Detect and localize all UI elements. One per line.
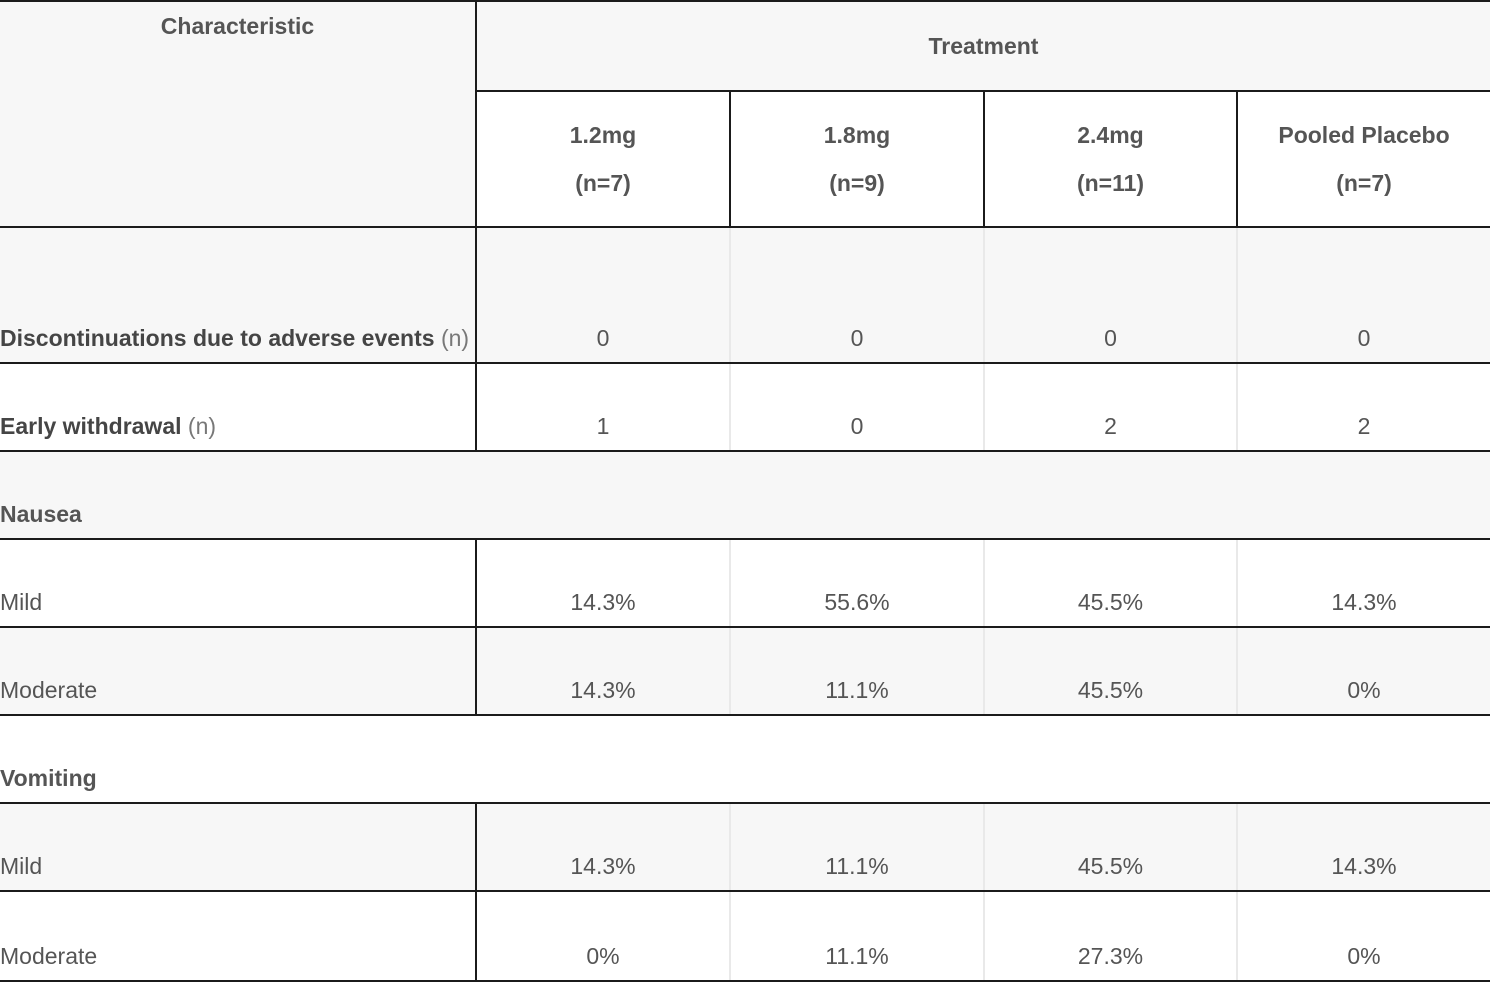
table-row-discontinuations: Discontinuations due to adverse events (… <box>0 227 1490 364</box>
value-cell: 2 <box>983 363 1237 452</box>
value-cell: 14.3% <box>476 627 730 716</box>
row-label-text: Discontinuations due to adverse events <box>0 325 435 351</box>
value-cell: 0 <box>1236 227 1490 364</box>
value-cell: 14.3% <box>476 539 730 628</box>
value-cell: 2 <box>1236 363 1490 452</box>
value-cell: 14.3% <box>1236 539 1490 628</box>
value-cell: 11.1% <box>729 891 984 982</box>
row-label: Moderate <box>0 891 477 982</box>
dose-label: 2.4mg <box>1077 122 1144 148</box>
row-label: Discontinuations due to adverse events (… <box>0 227 477 364</box>
header-row-doses: 1.2mg (n=7) 1.8mg (n=9) 2.4mg (n=11) Poo… <box>0 91 1490 228</box>
value-cell: 0% <box>1236 891 1490 982</box>
value-cell: 0 <box>476 227 730 364</box>
row-label-unit: (n) <box>187 413 217 439</box>
section-label: Vomiting <box>0 715 1490 804</box>
header-row-treatment: Characteristic Treatment <box>0 1 1490 228</box>
value-cell: 45.5% <box>983 539 1237 628</box>
characteristic-column-header: Characteristic <box>0 1 476 228</box>
value-cell: 0 <box>983 227 1237 364</box>
value-cell: 0 <box>729 363 984 452</box>
value-cell: 45.5% <box>983 627 1237 716</box>
table-row-nausea-moderate: Moderate 14.3% 11.1% 45.5% 0% <box>0 627 1490 716</box>
dose-label: Pooled Placebo <box>1278 122 1450 148</box>
section-label: Nausea <box>0 451 1490 540</box>
sample-size-label: (n=9) <box>829 170 885 196</box>
value-cell: 11.1% <box>729 627 984 716</box>
row-label: Early withdrawal (n) <box>0 363 477 452</box>
row-label-unit: (n) <box>440 325 470 351</box>
value-cell: 14.3% <box>476 803 730 892</box>
section-row-vomiting: Vomiting <box>0 715 1490 804</box>
value-cell: 1 <box>476 363 730 452</box>
sample-size-label: (n=11) <box>1076 170 1145 196</box>
column-header-dose-1-2mg: 1.2mg (n=7) <box>475 91 730 228</box>
row-label: Mild <box>0 803 477 892</box>
column-header-dose-1-8mg: 1.8mg (n=9) <box>729 91 984 228</box>
row-label: Mild <box>0 539 477 628</box>
treatment-group-header: Treatment <box>475 1 1490 92</box>
value-cell: 0% <box>476 891 730 982</box>
sample-size-label: (n=7) <box>1336 170 1392 196</box>
table-row-early-withdrawal: Early withdrawal (n) 1 0 2 2 <box>0 363 1490 452</box>
row-label: Moderate <box>0 627 477 716</box>
value-cell: 55.6% <box>729 539 984 628</box>
value-cell: 14.3% <box>1236 803 1490 892</box>
value-cell: 45.5% <box>983 803 1237 892</box>
value-cell: 0 <box>729 227 984 364</box>
row-label-text: Early withdrawal <box>0 413 182 439</box>
table-row-vomiting-mild: Mild 14.3% 11.1% 45.5% 14.3% <box>0 803 1490 892</box>
value-cell: 11.1% <box>729 803 984 892</box>
column-header-dose-2-4mg: 2.4mg (n=11) <box>983 91 1237 228</box>
table-row-vomiting-moderate: Moderate 0% 11.1% 27.3% 0% <box>0 891 1490 982</box>
sample-size-label: (n=7) <box>575 170 631 196</box>
section-row-nausea: Nausea <box>0 451 1490 540</box>
dose-label: 1.8mg <box>823 122 891 148</box>
table-row-nausea-mild: Mild 14.3% 55.6% 45.5% 14.3% <box>0 539 1490 628</box>
dose-label: 1.2mg <box>569 122 637 148</box>
value-cell: 27.3% <box>983 891 1237 982</box>
column-header-pooled-placebo: Pooled Placebo (n=7) <box>1236 91 1490 228</box>
value-cell: 0% <box>1236 627 1490 716</box>
